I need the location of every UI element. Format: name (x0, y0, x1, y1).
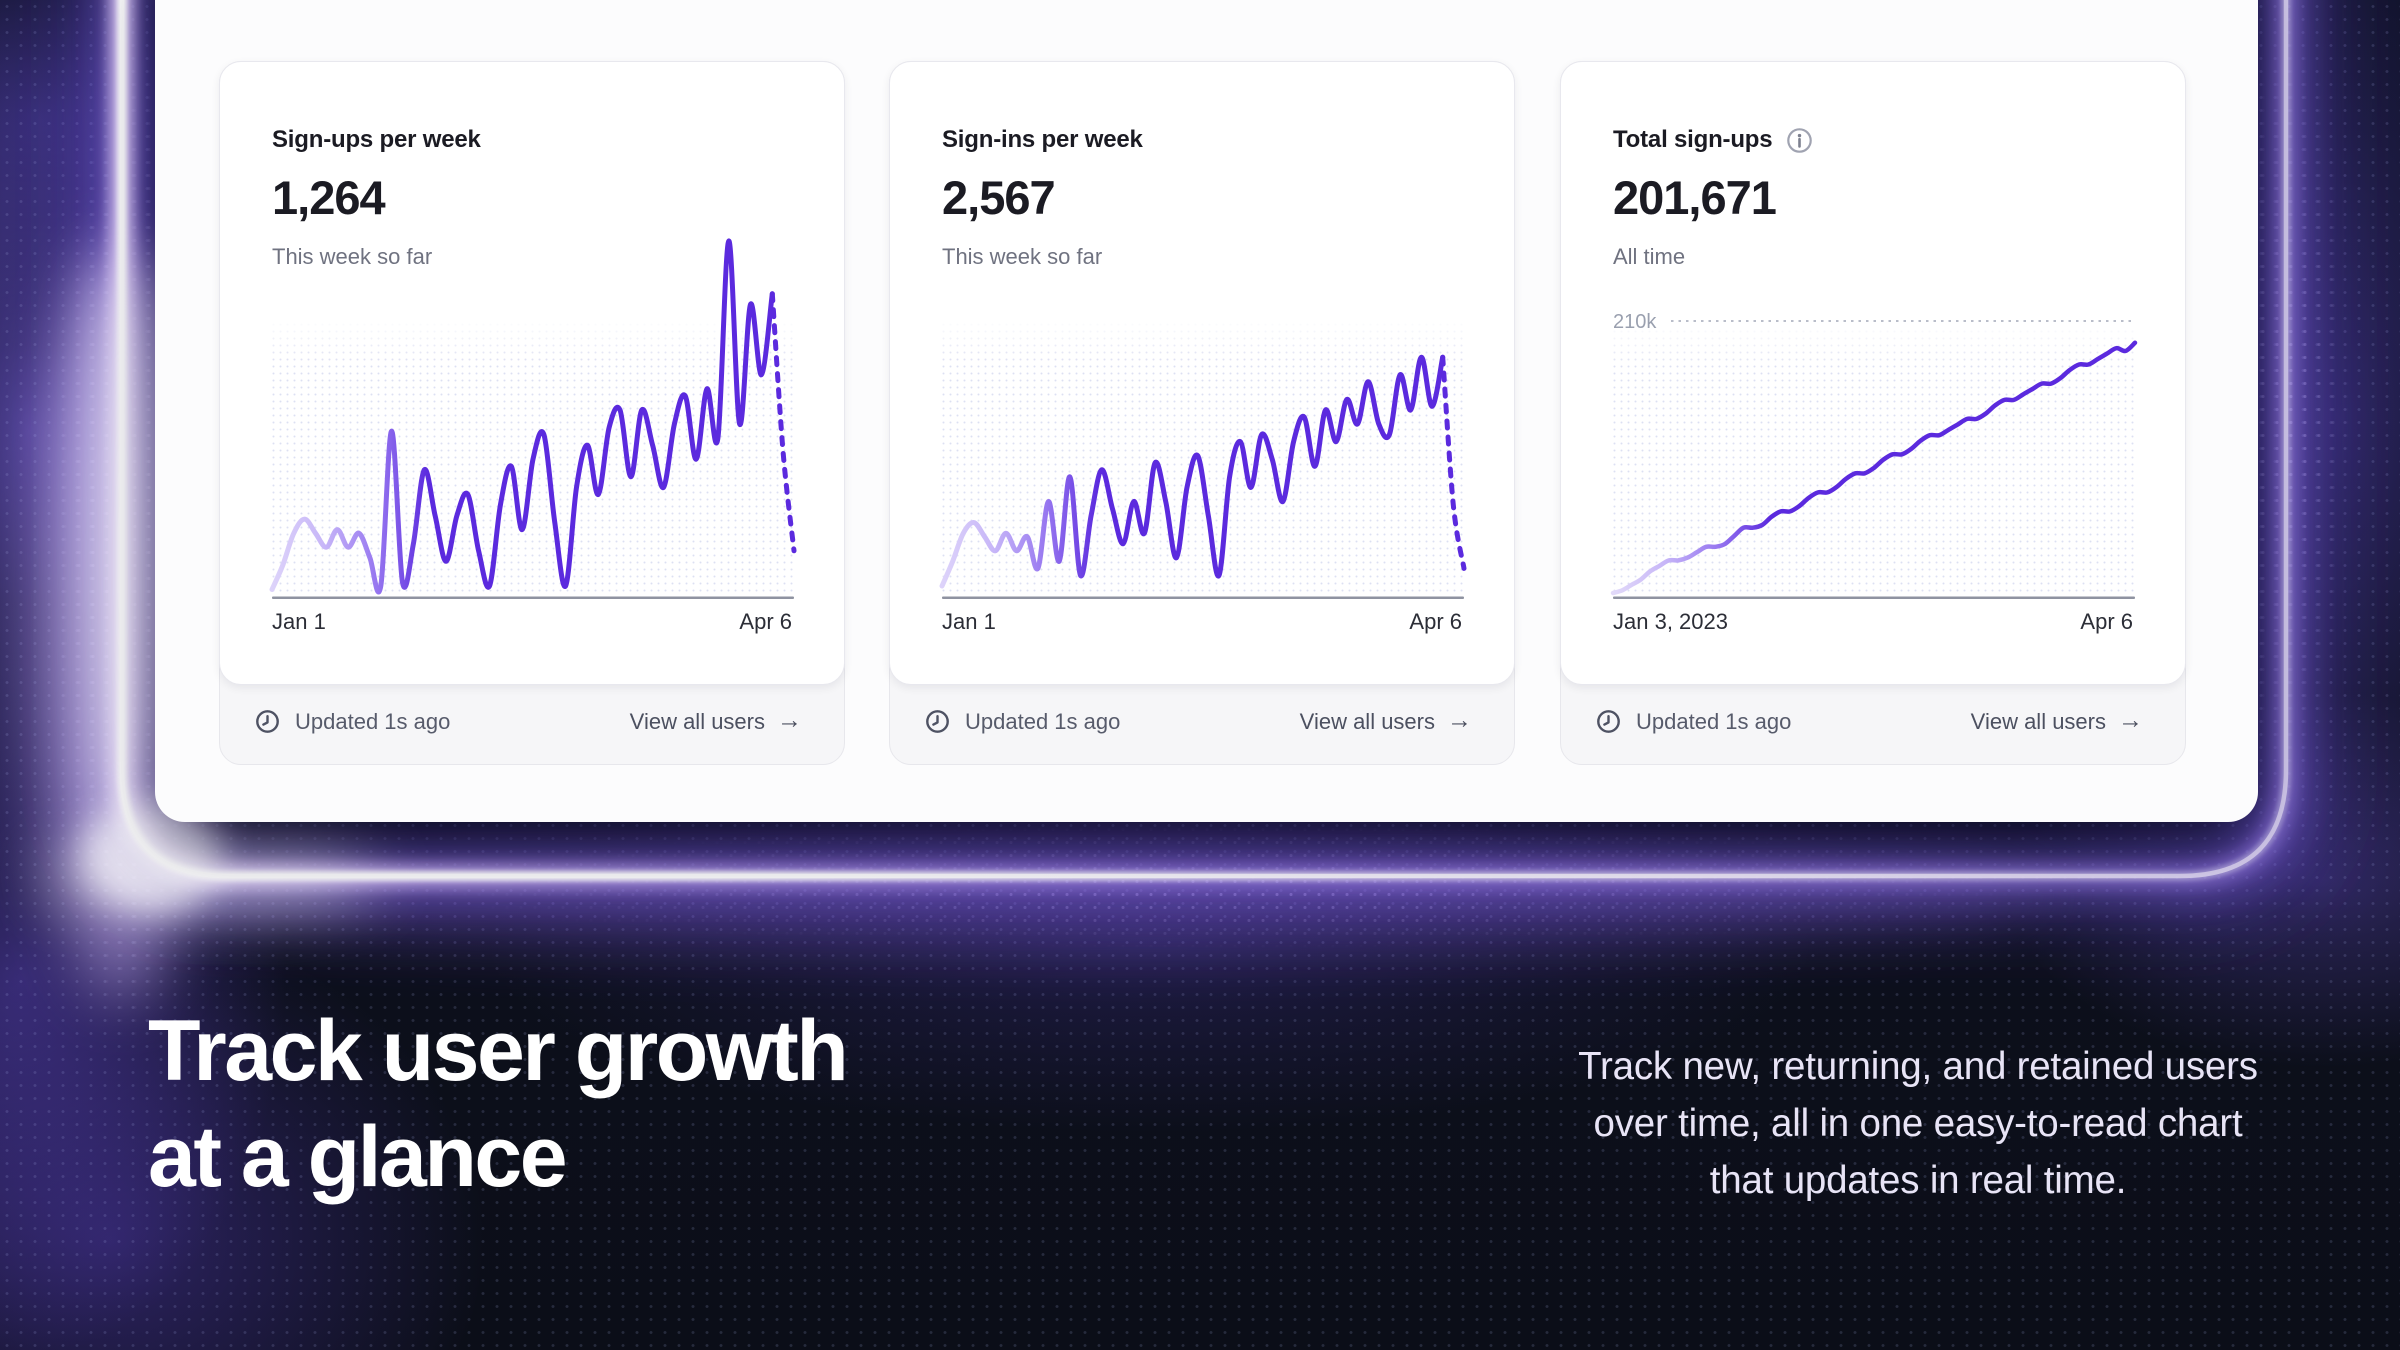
card-subtitle: This week so far (272, 244, 433, 269)
view-all-users-label: View all users (1299, 708, 1435, 734)
updated-text: Updated 1s ago (1636, 708, 1792, 734)
signins-line-chart (939, 323, 1467, 599)
glow-dots-bottom (150, 810, 2310, 980)
x-axis-end-label: Apr 6 (739, 609, 792, 634)
updated-text: Updated 1s ago (965, 708, 1121, 734)
updated-status: Updated 1s ago (254, 708, 450, 735)
x-axis-start-label: Jan 3, 2023 (1613, 609, 1728, 634)
clock-icon (1597, 710, 1620, 733)
card-title: Sign-ups per week (272, 126, 481, 153)
updated-text: Updated 1s ago (295, 708, 451, 734)
view-all-users-link[interactable]: View all users → (1299, 706, 1472, 735)
x-axis-end-label: Apr 6 (1409, 609, 1462, 634)
stat-group-signins: Sign-ins per week 2,567 This week so far… (889, 61, 1515, 765)
x-axis-start-label: Jan 1 (942, 609, 996, 634)
stat-card-signins: Sign-ins per week 2,567 This week so far… (889, 61, 1515, 685)
card-title: Sign-ins per week (942, 126, 1143, 153)
view-all-users-label: View all users (629, 708, 765, 734)
signups-line-chart (269, 238, 797, 599)
card-subtitle: All time (1613, 244, 1686, 269)
arrow-right-icon: → (777, 706, 802, 734)
arrow-right-icon: → (2118, 706, 2143, 734)
x-axis-labels: Jan 1 Apr 6 (942, 609, 1462, 635)
dashboard-panel: Sign-ups per week 1,264 This week so far… (155, 0, 2258, 822)
stat-card-signups: Sign-ups per week 1,264 This week so far… (219, 61, 845, 685)
clock-icon (926, 710, 949, 733)
info-icon[interactable] (1786, 127, 1813, 154)
card-footer: Updated 1s ago View all users → (1561, 683, 2185, 764)
x-axis-end-label: Apr 6 (2080, 609, 2133, 634)
x-axis-start-label: Jan 1 (272, 609, 326, 634)
total-signups-line-chart: 210k (1610, 311, 2138, 599)
svg-text:210k: 210k (1613, 311, 1657, 333)
card-title: Total sign-ups (1613, 126, 1773, 153)
updated-status: Updated 1s ago (1595, 708, 1791, 735)
clock-icon (256, 710, 279, 733)
hero-headline-line2: at a glance (148, 1109, 568, 1205)
x-axis-labels: Jan 3, 2023 Apr 6 (1613, 609, 2133, 635)
stat-group-signups: Sign-ups per week 1,264 This week so far… (219, 61, 845, 765)
card-value: 201,671 (1613, 171, 1777, 224)
x-axis-labels: Jan 1 Apr 6 (272, 609, 792, 635)
hero-headline-line1: Track user growth (148, 1003, 849, 1099)
card-subtitle: This week so far (942, 244, 1103, 269)
updated-status: Updated 1s ago (924, 708, 1120, 735)
card-footer: Updated 1s ago View all users → (220, 683, 844, 764)
view-all-users-link[interactable]: View all users → (629, 706, 802, 735)
card-value: 2,567 (942, 171, 1056, 224)
stat-group-total-signups: Total sign-ups 201,671 All time 210k Jan… (1560, 61, 2186, 765)
stat-card-total-signups: Total sign-ups 201,671 All time 210k Jan… (1560, 61, 2186, 685)
card-value: 1,264 (272, 171, 386, 224)
arrow-right-icon: → (1447, 706, 1472, 734)
card-footer: Updated 1s ago View all users → (890, 683, 1514, 764)
hero-paragraph: Track new, returning, and retained users… (1578, 1045, 2258, 1202)
view-all-users-label: View all users (1970, 708, 2106, 734)
view-all-users-link[interactable]: View all users → (1970, 706, 2143, 735)
hero-headline: Track user growth at a glance (148, 998, 849, 1210)
